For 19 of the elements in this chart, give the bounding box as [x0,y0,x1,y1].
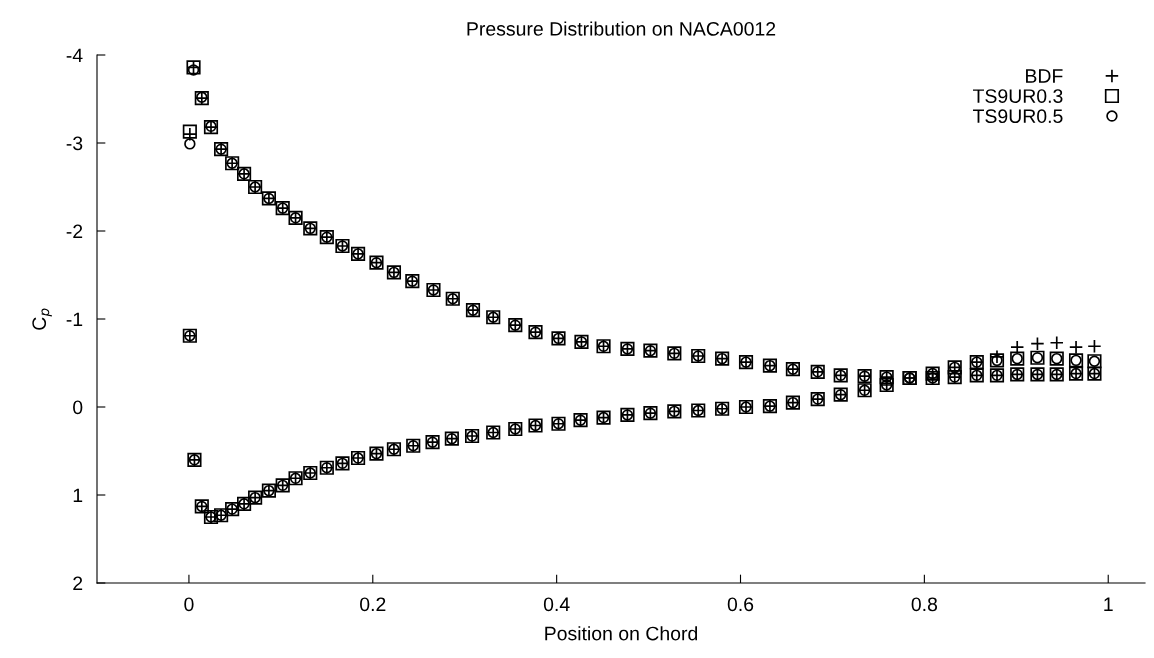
y-tick-label: -3 [66,136,83,151]
y-axis-title: C$_{p}$ [32,308,52,330]
y-tick-label: -1 [66,312,83,327]
y-tick-label: 2 [73,576,83,591]
x-tick-label: 0.2 [360,597,386,612]
x-tick-label: 1 [1104,597,1113,611]
x-tick-label: 0 [184,597,194,612]
legend-label: TS9UR0.3 [973,89,1063,103]
y-tick-label: -2 [66,224,83,239]
legend-label: TS9UR0.5 [973,109,1063,124]
y-tick-label: 1 [73,488,83,503]
legend-label: BDF [1026,69,1063,83]
x-axis-title: Position on Chord [545,626,698,641]
x-tick-label: 0.4 [543,597,570,612]
chart-title: Pressure Distribution on NACA0012 [467,21,776,36]
y-tick-label: -4 [66,48,83,63]
y-tick-label: 0 [73,400,83,415]
x-tick-label: 0.6 [727,597,754,612]
x-tick-label: 0.8 [911,597,938,612]
